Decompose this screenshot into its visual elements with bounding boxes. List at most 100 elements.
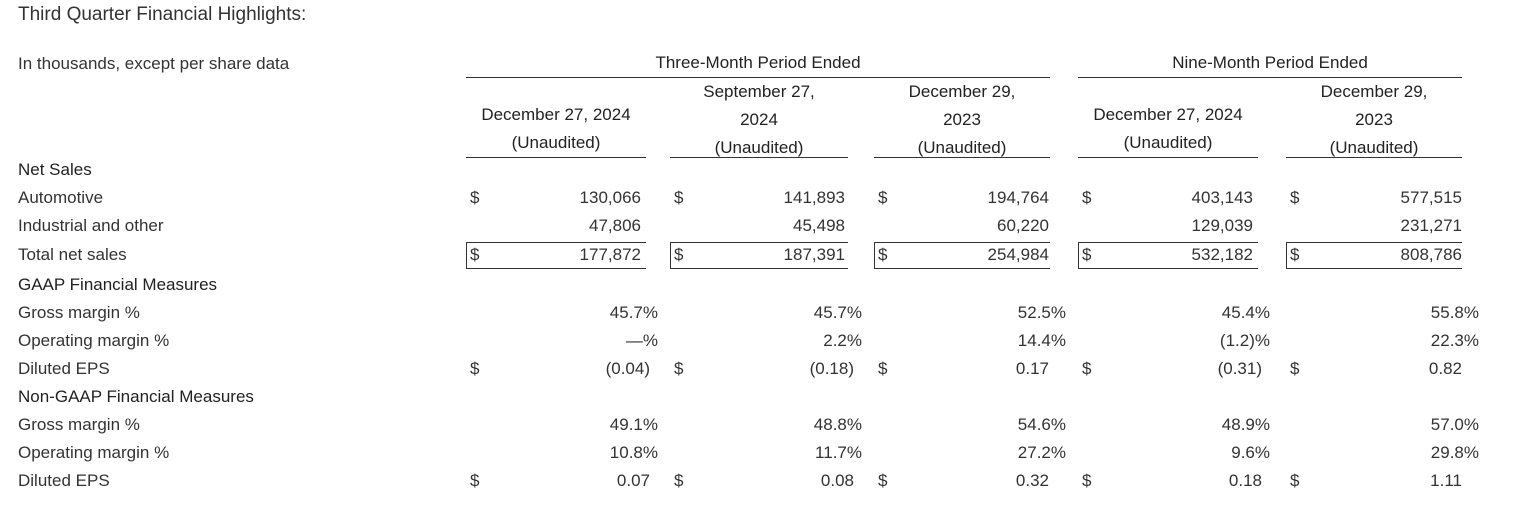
percent-value: 45.7 (609, 303, 643, 322)
percent-cell: 49.1% (610, 415, 658, 435)
percent-cell: 2.2% (823, 331, 862, 351)
total-top-rule (1078, 242, 1258, 243)
value-cell: 0.17 (1015, 359, 1049, 378)
group-header-nine-month: Nine-Month Period Ended (1172, 53, 1368, 72)
currency-symbol: $ (1082, 188, 1092, 207)
currency-symbol: $ (878, 188, 888, 207)
percent-cell: 45.4% (1222, 303, 1270, 323)
percent-value: 54.6 (1017, 415, 1051, 434)
percent-value: 11.7 (815, 443, 847, 462)
column-header-date-line2: 2024 (740, 110, 778, 129)
currency-symbol: $ (674, 245, 684, 264)
currency-symbol: $ (470, 245, 480, 264)
currency-symbol: $ (674, 471, 684, 490)
row-label: Industrial and other (18, 216, 164, 235)
total-bottom-rule (1078, 268, 1258, 269)
row-label: Diluted EPS (18, 471, 110, 490)
percent-sign: % (846, 415, 862, 434)
value-cell: 129,039 (1191, 216, 1253, 235)
currency-symbol: $ (470, 188, 480, 207)
total-left-rule (874, 242, 875, 268)
row-label: Gross margin % (18, 303, 140, 322)
column-header-date-line2: 2023 (943, 110, 981, 129)
percent-sign: % (846, 331, 862, 350)
column-header-date-line1: December 29, (908, 82, 1016, 101)
value-cell: 403,143 (1191, 188, 1253, 207)
percent-cell: 22.3% (1431, 331, 1479, 351)
percent-value: 52.5 (1017, 303, 1051, 322)
currency-symbol: $ (1082, 245, 1092, 264)
total-bottom-rule (670, 268, 848, 269)
total-left-rule (466, 242, 467, 268)
currency-symbol: $ (1082, 471, 1092, 490)
currency-symbol: $ (1290, 359, 1300, 378)
value-cell: 1.11 (1430, 471, 1462, 490)
percent-sign: % (1050, 443, 1066, 462)
percent-sign: % (642, 443, 658, 462)
value-cell: 532,182 (1191, 245, 1253, 264)
percent-value: 10.8 (609, 443, 643, 462)
value-cell: 0.07 (616, 471, 650, 490)
percent-cell: 55.8% (1431, 303, 1479, 323)
column-header-status: (Unaudited) (714, 138, 804, 157)
value-cell: 0.08 (820, 471, 854, 490)
percent-sign: % (1463, 415, 1479, 434)
section-heading: GAAP Financial Measures (18, 275, 218, 294)
value-cell: 0.32 (1015, 471, 1049, 490)
percent-sign: % (846, 303, 862, 322)
percent-cell: 48.8% (814, 415, 862, 435)
section-heading: Non-GAAP Financial Measures (18, 387, 254, 406)
percent-cell: 54.6% (1018, 415, 1066, 435)
column-header-date-line1: December 29, (1320, 82, 1428, 101)
percent-sign: % (1254, 443, 1270, 462)
total-top-rule (1286, 242, 1462, 243)
value-cell: 187,391 (783, 245, 845, 264)
percent-cell: 52.5% (1018, 303, 1066, 323)
percent-sign: % (642, 303, 658, 322)
value-cell: 47,806 (589, 216, 641, 235)
total-top-rule (466, 242, 646, 243)
column-header-date-line2: 2023 (1355, 110, 1393, 129)
column-header-date: December 27, 2024 (481, 105, 631, 124)
group-rule-nine-month (1078, 77, 1462, 78)
group-header-three-month: Three-Month Period Ended (655, 53, 861, 72)
percent-cell: —% (626, 331, 658, 351)
currency-symbol: $ (1290, 245, 1300, 264)
units-note: In thousands, except per share data (18, 54, 290, 73)
column-header-date-line1: September 27, (703, 82, 815, 101)
column-header-status: (Unaudited) (1329, 138, 1419, 157)
column-header-status: (Unaudited) (1123, 133, 1213, 152)
value-cell: 130,066 (579, 188, 641, 207)
row-label: Operating margin % (18, 331, 170, 350)
column-header-2: September 27, 2024 (Unaudited) (670, 78, 848, 162)
total-top-rule (670, 242, 848, 243)
column-header-5: December 29, 2023 (Unaudited) (1286, 78, 1462, 162)
percent-value: 48.8 (813, 415, 847, 434)
column-header-status: (Unaudited) (917, 138, 1007, 157)
percent-sign: % (846, 443, 862, 462)
column-rule-4 (1078, 157, 1258, 158)
value-cell: 45,498 (793, 216, 845, 235)
row-label: Operating margin % (18, 443, 170, 462)
value-cell: (0.31) (1217, 359, 1262, 378)
percent-sign: % (1463, 303, 1479, 322)
column-header-1: December 27, 2024 (Unaudited) (466, 101, 646, 157)
percent-value: 45.4 (1221, 303, 1255, 322)
percent-cell: 27.2% (1018, 443, 1066, 463)
page-title: Third Quarter Financial Highlights: (18, 4, 307, 25)
percent-value: 9.6 (1231, 443, 1255, 462)
total-top-rule (874, 242, 1050, 243)
value-cell: 231,271 (1400, 216, 1462, 235)
percent-sign: % (1050, 303, 1066, 322)
row-label: Total net sales (18, 245, 127, 264)
percent-sign: % (642, 415, 658, 434)
total-left-rule (670, 242, 671, 268)
column-header-date: December 27, 2024 (1093, 105, 1243, 124)
percent-sign: % (1463, 331, 1479, 350)
percent-cell: 57.0% (1431, 415, 1479, 435)
currency-symbol: $ (470, 471, 480, 490)
percent-sign: % (1254, 303, 1270, 322)
percent-sign: % (1254, 331, 1270, 350)
percent-value: 22.3 (1430, 331, 1464, 350)
currency-symbol: $ (878, 245, 888, 264)
